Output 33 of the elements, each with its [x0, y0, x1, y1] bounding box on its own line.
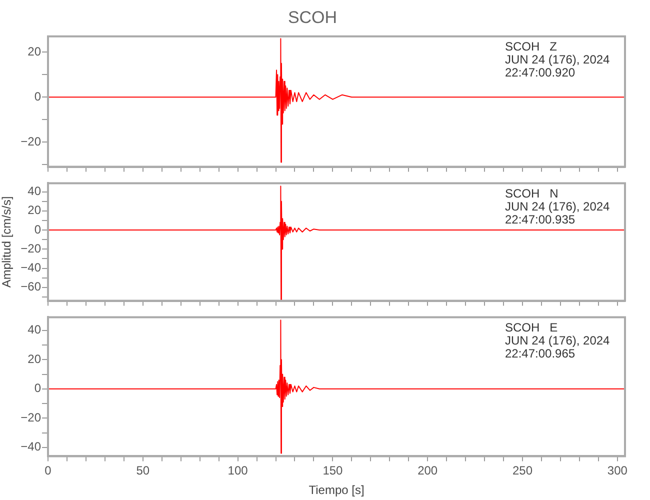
x-tick-label: 0 [44, 464, 52, 478]
y-tick-label: 20 [28, 352, 42, 366]
annotation: JUN 24 (176), 2024 [505, 52, 610, 67]
annotation: JUN 24 (176), 2024 [505, 334, 610, 348]
annotation: 22:47:00.965 [505, 346, 576, 361]
x-tick-label: 150 [322, 464, 344, 478]
y-tick-label: −20 [20, 134, 42, 148]
annotation: SCOH E [505, 320, 558, 335]
y-tick-label: −40 [20, 440, 42, 454]
x-tick-label: 100 [228, 464, 248, 478]
y-tick-label: −60 [20, 280, 42, 294]
y-axis-title: Amplitud [cm/s/s] [0, 196, 14, 288]
annotation: SCOH Z [505, 40, 558, 54]
x-tick-label: 250 [512, 464, 533, 478]
y-tick-label: 0 [34, 222, 42, 236]
annotation: JUN 24 (176), 2024 [505, 200, 610, 214]
y-tick-label: −20 [20, 241, 42, 256]
annotation: 22:47:00.920 [505, 66, 576, 80]
y-tick-label: 0 [34, 381, 42, 396]
annotation: SCOH N [505, 186, 558, 201]
chart-title: SCOH [288, 8, 338, 27]
y-tick-label: 0 [34, 89, 42, 104]
annotation: 22:47:00.935 [505, 212, 576, 227]
y-tick-label: 20 [28, 44, 42, 58]
y-tick-label: −40 [20, 260, 42, 275]
y-tick-label: −20 [20, 410, 42, 424]
x-axis-title: Tiempo [s] [308, 483, 364, 498]
y-tick-label: 40 [28, 322, 42, 337]
x-tick-label: 300 [607, 464, 628, 478]
y-tick-label: 40 [28, 184, 42, 198]
x-tick-label: 200 [418, 464, 438, 478]
y-tick-label: 20 [28, 203, 42, 218]
x-tick-label: 50 [136, 464, 150, 478]
